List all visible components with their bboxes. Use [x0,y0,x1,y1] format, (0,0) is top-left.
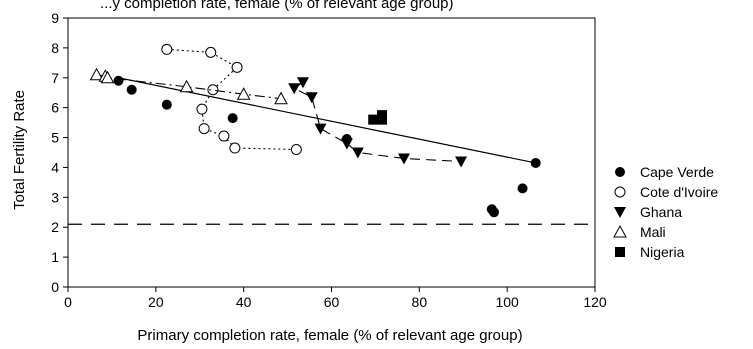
cote-d-ivoire-point [198,123,210,135]
y-tick-label: 6 [51,100,59,116]
legend-ghana-label: Ghana [640,204,682,220]
cape-verde-point [161,99,172,110]
x-tick-label: 20 [148,294,164,310]
ghana-point [340,138,353,150]
ghana-point [305,92,318,104]
plot-frame [67,17,596,288]
legend: Cape Verde Cote d'Ivoire Ghana Mali Nigeria [613,164,718,260]
mali-point [274,91,288,105]
mali-point [236,87,251,100]
x-axis-title: Primary completion rate, female (% of re… [137,327,522,344]
y-tick-label: 0 [51,279,59,295]
y-tick-label: 8 [51,40,59,56]
mali-point [179,79,194,93]
cote-d-ivoire-point [161,43,173,55]
y-axis-title: Total Fertility Rate [11,90,28,210]
mali-point [89,67,104,81]
ghana-point [288,83,301,95]
cape-verde-point [530,157,541,168]
legend-cape-verde-label: Cape Verde [640,164,714,180]
legend-cape-verde-marker [615,167,625,177]
y-tick-label: 2 [51,219,59,235]
y-tick-label: 5 [51,130,59,146]
legend-cote-d-ivoire-marker [614,186,626,198]
mali-point [100,70,115,84]
ghana-line [293,81,462,163]
cote-d-ivoire-point [231,61,243,73]
cote-d-ivoire-point [196,103,208,115]
chart-title: ...y completion rate, female (% of relev… [100,0,454,12]
cape-verde-point [227,113,238,124]
nigeria-point [368,114,379,125]
legend-ghana-marker [614,207,626,218]
x-tick-label: 120 [583,294,607,310]
legend-nigeria-marker [615,247,625,257]
cape-verde-point [126,84,137,95]
nigeria-point [377,110,388,121]
ghana-point [296,77,309,89]
cote-d-ivoire-point [205,46,217,58]
y-tick-label: 1 [51,249,59,265]
x-tick-label: 40 [236,294,252,310]
x-tick-label: 100 [495,294,519,310]
x-tick-label: 80 [412,294,428,310]
ghana-point [314,123,327,135]
cote-d-ivoire-point [207,84,219,96]
cote-d-ivoire-point [290,144,302,156]
cote-d-ivoire-point [229,142,241,154]
legend-mali-marker [613,224,627,238]
x-tick-label: 0 [64,294,72,310]
y-tick-label: 4 [51,159,59,175]
legend-nigeria-label: Nigeria [640,244,685,260]
ghana-point [397,153,410,165]
plot-area [68,43,595,225]
axes: 0 20 40 60 80 100 120 0 1 2 3 4 5 6 7 8 9 [51,10,607,310]
y-tick-label: 9 [51,10,59,26]
cape-verde-point [488,207,499,218]
cape-verde-point [517,183,528,194]
cote-d-ivoire-point [218,130,230,142]
x-tick-label: 60 [324,294,340,310]
ghana-point [351,147,364,159]
ghana-point [455,156,468,168]
y-tick-label: 3 [51,189,59,205]
legend-mali-label: Mali [640,224,666,240]
legend-cote-d-ivoire-label: Cote d'Ivoire [640,184,718,200]
y-tick-label: 7 [51,70,59,86]
cape-verde-point [113,75,124,86]
